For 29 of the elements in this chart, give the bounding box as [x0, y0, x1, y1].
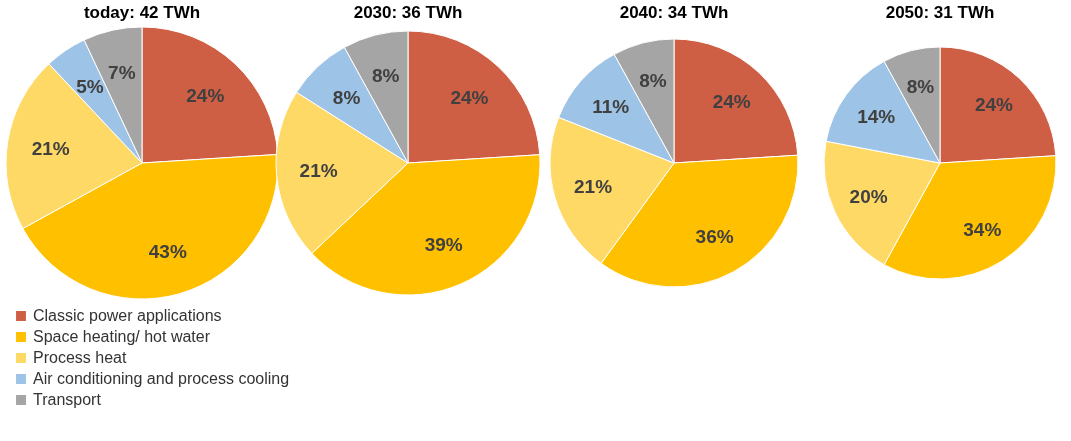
data-label: 24%: [186, 84, 225, 106]
data-label: 8%: [639, 70, 667, 92]
data-label: 36%: [695, 225, 734, 247]
chart-title: 2040: 34 TWh: [619, 3, 729, 22]
data-label: 21%: [574, 175, 613, 197]
data-label: 5%: [76, 75, 104, 97]
chart-title: 2030: 36 TWh: [353, 3, 463, 22]
data-label: 24%: [712, 90, 751, 112]
data-label: 7%: [108, 61, 136, 83]
data-label: 34%: [963, 218, 1002, 240]
data-label: 24%: [450, 86, 489, 108]
data-label: 21%: [31, 137, 70, 159]
chart-title: today: 42 TWh: [83, 3, 201, 22]
legend-label: Air conditioning and process cooling: [33, 370, 290, 387]
data-label: 8%: [332, 86, 361, 108]
data-label: 39%: [424, 234, 463, 256]
data-label: 11%: [592, 96, 630, 118]
data-label: 43%: [148, 240, 187, 262]
legend-label: Classic power applications: [33, 307, 222, 324]
data-label: 21%: [299, 160, 338, 182]
data-label: 20%: [849, 185, 888, 207]
data-label: 24%: [974, 94, 1014, 116]
data-label: 8%: [906, 75, 935, 97]
legend-label: Space heating/ hot water: [33, 328, 211, 345]
data-label: 8%: [371, 65, 400, 87]
data-label: 14%: [857, 105, 896, 127]
legend-label: Process heat: [33, 349, 127, 366]
legend-label: Transport: [33, 391, 102, 408]
chart-title: 2050: 31 TWh: [885, 3, 995, 22]
